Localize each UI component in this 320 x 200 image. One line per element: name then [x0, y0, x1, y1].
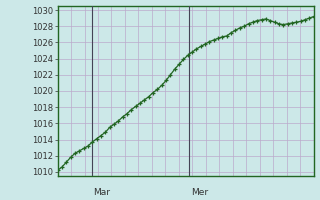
Text: Mer: Mer	[191, 188, 208, 197]
Text: Mar: Mar	[93, 188, 110, 197]
